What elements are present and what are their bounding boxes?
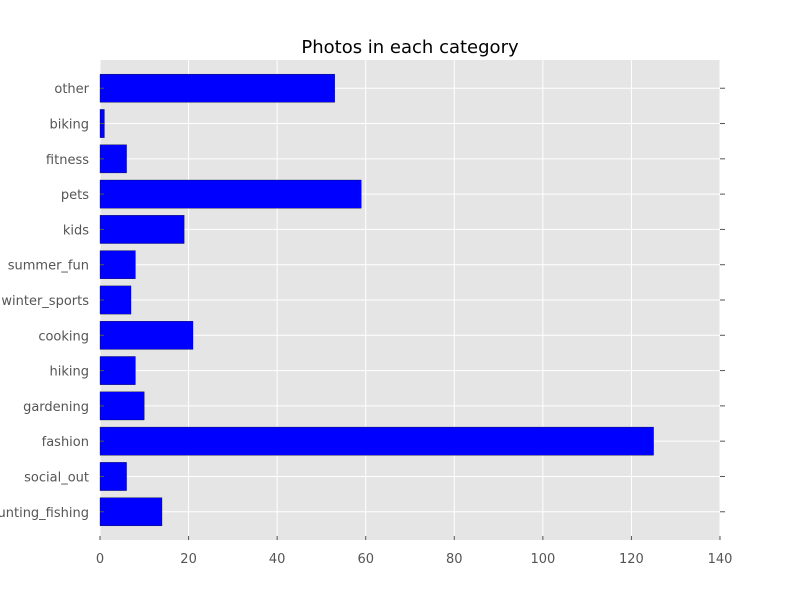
y-tick-label: cooking	[38, 329, 89, 344]
bar-pets	[99, 179, 362, 209]
y-tick-label: gardening	[23, 400, 89, 415]
bar-kids	[99, 215, 185, 244]
y-tick-label: kids	[63, 223, 89, 238]
bar-hiking	[99, 356, 136, 385]
x-tick-label: 20	[180, 552, 197, 567]
y-tick-label: summer_fun	[8, 259, 89, 274]
y-tick-label: fitness	[46, 153, 89, 168]
bar-gardening	[99, 391, 145, 421]
bar-other	[99, 73, 335, 103]
y-tick-label: hiking	[50, 365, 89, 380]
bar-cooking	[99, 321, 194, 350]
y-tick-label: biking	[50, 118, 90, 133]
y-tick-label: pets	[61, 188, 89, 203]
bars	[99, 73, 654, 527]
bar-social_out	[99, 462, 127, 491]
bar-winter_sports	[99, 285, 132, 315]
y-tick-label: fashion	[42, 435, 89, 450]
tick-labels: 0 20 40 60 80 100 120 140 hunting_fishing social_…	[0, 82, 732, 567]
y-tick-label: social_out	[24, 470, 89, 485]
chart-title: Photos in each category	[301, 37, 519, 58]
y-tick-label: other	[54, 82, 89, 97]
x-tick-label: 100	[530, 552, 555, 567]
x-tick-label: 120	[619, 552, 644, 567]
x-tick-label: 40	[269, 552, 286, 567]
y-tick-label: winter_sports	[1, 294, 89, 309]
x-tick-label: 60	[357, 552, 374, 567]
x-tick-label: 140	[708, 552, 733, 567]
x-tick-label: 80	[446, 552, 463, 567]
bar-summer_fun	[99, 250, 136, 279]
bar-fitness	[99, 144, 127, 174]
x-tick-label: 0	[96, 552, 104, 567]
bar-hunting_fishing	[99, 497, 163, 527]
y-tick-label: hunting_fishing	[0, 506, 89, 521]
bar-fashion	[99, 426, 654, 456]
axis-ticks	[99, 87, 725, 540]
